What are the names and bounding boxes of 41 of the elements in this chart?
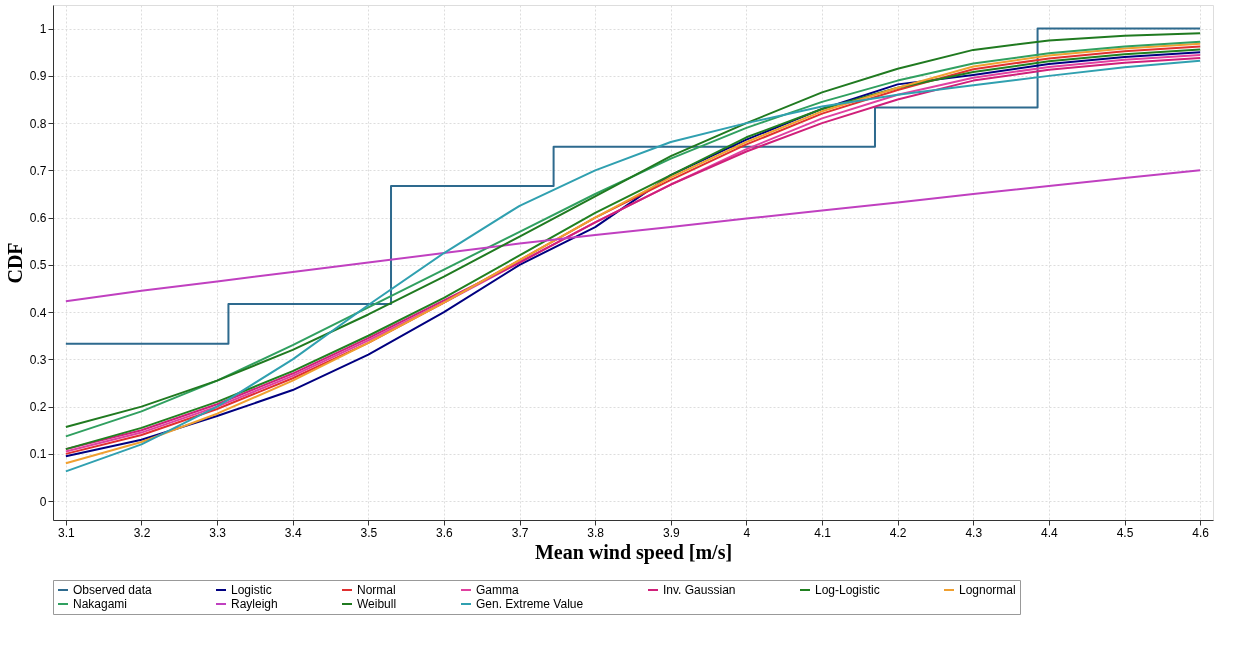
y-tick-label: 0.4 [29, 305, 47, 320]
x-tick-label: 4.5 [1116, 525, 1134, 540]
x-tick-label: 4.3 [965, 525, 983, 540]
y-tick-label: 0.9 [29, 69, 47, 84]
legend-label: Log-Logistic [815, 583, 880, 597]
legend-label: Weibull [357, 597, 397, 611]
y-tick-label: 0.6 [29, 211, 47, 226]
y-tick-label: 0.7 [29, 163, 47, 178]
y-tick-label: 0.2 [29, 400, 47, 415]
y-axis-title: CDF [3, 242, 26, 284]
x-tick-label: 3.8 [587, 525, 605, 540]
x-tick-label: 3.3 [209, 525, 227, 540]
x-tick-label: 4 [743, 525, 751, 540]
x-tick-label: 3.7 [511, 525, 529, 540]
legend-label: Nakagami [73, 597, 128, 611]
x-tick-label: 3.2 [133, 525, 151, 540]
legend-label: Inv. Gaussian [663, 583, 736, 597]
x-tick-label: 3.4 [284, 525, 302, 540]
legend-label: Observed data [73, 583, 153, 597]
x-tick-label: 4.2 [889, 525, 907, 540]
y-tick-label: 0.8 [29, 116, 47, 131]
legend-label: Normal [357, 583, 396, 597]
x-tick-label: 4.1 [814, 525, 832, 540]
legend-label: Rayleigh [231, 597, 278, 611]
legend-label: Lognormal [959, 583, 1016, 597]
y-tick-label: 0 [39, 494, 47, 509]
x-tick-label: 4.6 [1192, 525, 1210, 540]
y-tick-label: 1 [39, 22, 47, 37]
x-axis-title: Mean wind speed [m/s] [534, 540, 733, 564]
legend-label: Gen. Extreme Value [476, 597, 584, 611]
x-tick-label: 3.1 [58, 525, 76, 540]
y-tick-label: 0.5 [29, 258, 47, 273]
line-series [64, 169, 1202, 303]
x-tick-label: 3.6 [436, 525, 454, 540]
x-tick-label: 3.9 [662, 525, 680, 540]
x-tick-label: 4.4 [1041, 525, 1059, 540]
legend-label: Logistic [231, 583, 272, 597]
y-tick-label: 0.1 [29, 447, 47, 462]
legend-label: Gamma [476, 583, 519, 597]
x-tick-label: 3.5 [360, 525, 378, 540]
y-tick-label: 0.3 [29, 352, 47, 367]
